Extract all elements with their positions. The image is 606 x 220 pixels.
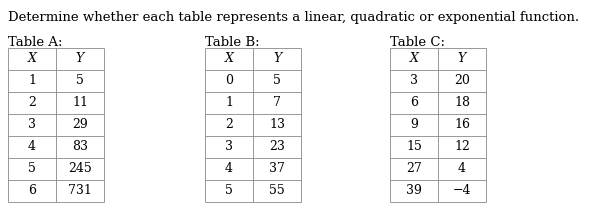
Text: 1: 1 [28,75,36,88]
Text: −4: −4 [453,185,471,198]
Text: Y: Y [273,53,281,66]
Text: 6: 6 [28,185,36,198]
Text: Determine whether each table represents a linear, quadratic or exponential funct: Determine whether each table represents … [8,11,579,24]
Text: 4: 4 [28,141,36,154]
Text: 4: 4 [225,163,233,176]
Text: 55: 55 [269,185,285,198]
Text: 5: 5 [76,75,84,88]
Text: 11: 11 [72,97,88,110]
Text: 731: 731 [68,185,92,198]
Text: X: X [27,53,36,66]
Text: Y: Y [458,53,466,66]
Text: 2: 2 [28,97,36,110]
Text: X: X [410,53,418,66]
Text: 83: 83 [72,141,88,154]
Text: 16: 16 [454,119,470,132]
Text: 9: 9 [410,119,418,132]
Text: 29: 29 [72,119,88,132]
Text: 6: 6 [410,97,418,110]
Text: 7: 7 [273,97,281,110]
Text: 2: 2 [225,119,233,132]
Text: 5: 5 [225,185,233,198]
Text: 3: 3 [28,119,36,132]
Text: 15: 15 [406,141,422,154]
Text: 27: 27 [406,163,422,176]
Text: X: X [225,53,233,66]
Text: 245: 245 [68,163,92,176]
Text: 23: 23 [269,141,285,154]
Text: 37: 37 [269,163,285,176]
Text: 3: 3 [225,141,233,154]
Text: 39: 39 [406,185,422,198]
Text: 13: 13 [269,119,285,132]
Text: 1: 1 [225,97,233,110]
Text: 5: 5 [28,163,36,176]
Text: 20: 20 [454,75,470,88]
Text: 0: 0 [225,75,233,88]
Text: 18: 18 [454,97,470,110]
Text: Y: Y [76,53,84,66]
Text: 12: 12 [454,141,470,154]
Text: Table A:: Table A: [8,37,62,50]
Text: 3: 3 [410,75,418,88]
Text: 4: 4 [458,163,466,176]
Text: Table B:: Table B: [205,37,259,50]
Text: 5: 5 [273,75,281,88]
Text: Table C:: Table C: [390,37,445,50]
